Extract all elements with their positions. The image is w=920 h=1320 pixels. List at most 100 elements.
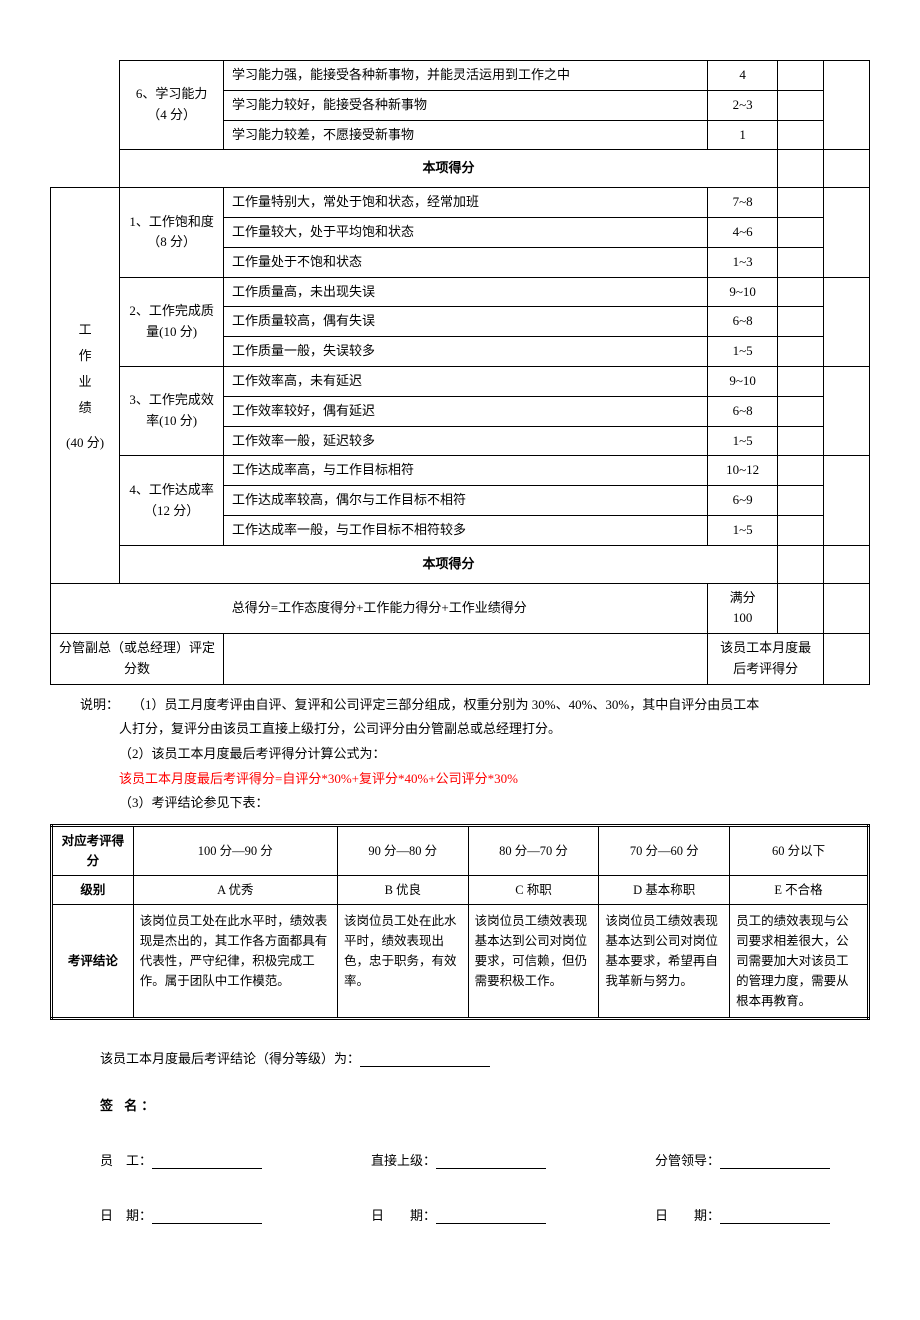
conclusion-desc: 该岗位员工处在此水平时，绩效表现出色，忠于职务，有效率。 (337, 905, 468, 1019)
vp-score-cell[interactable] (224, 634, 708, 685)
level-desc: 工作效率一般，延迟较多 (224, 426, 708, 456)
level-score: 6~9 (708, 486, 777, 516)
score-range: 90 分—80 分 (337, 826, 468, 876)
conclusion-desc: 该岗位员工绩效表现基本达到公司对岗位基本要求，希望再自我革新与努力。 (599, 905, 730, 1019)
criterion-title: 3、工作完成效率(10 分) (120, 366, 224, 455)
signature-title: 签 名： (100, 1095, 870, 1114)
grade-level: B 优良 (337, 876, 468, 905)
conclusion-label: 考评结论 (52, 905, 134, 1019)
score-input-cell[interactable] (777, 247, 823, 277)
score-input-cell[interactable] (777, 545, 823, 583)
total-formula: 总得分=工作态度得分+工作能力得分+工作业绩得分 (51, 583, 708, 634)
score-range: 60 分以下 (730, 826, 869, 876)
signature-dates-row: 日 期： 日 期： 日 期： (100, 1205, 870, 1224)
level-desc: 工作效率较好，偶有延迟 (224, 396, 708, 426)
criterion-title: 4、工作达成率（12 分） (120, 456, 224, 545)
score-range: 100 分—90 分 (133, 826, 337, 876)
grade-input[interactable] (360, 1053, 490, 1067)
score-input-cell[interactable] (777, 61, 823, 91)
full-score-label: 满分100 (708, 583, 777, 634)
level-desc: 工作达成率一般，与工作目标不相符较多 (224, 515, 708, 545)
level-score: 1~5 (708, 337, 777, 367)
level-desc: 工作量较大，处于平均饱和状态 (224, 217, 708, 247)
score-input-cell[interactable] (777, 120, 823, 150)
level-score: 10~12 (708, 456, 777, 486)
evaluation-table: 6、学习能力（4 分） 学习能力强，能接受各种新事物，并能灵活运用到工作之中 4… (50, 60, 870, 685)
score-input-cell[interactable] (777, 150, 823, 188)
subtotal-label: 本项得分 (120, 150, 777, 188)
grade-level: D 基本称职 (599, 876, 730, 905)
score-input-cell[interactable] (777, 337, 823, 367)
score-input-cell[interactable] (823, 277, 869, 366)
final-conclusion-line: 该员工本月度最后考评结论（得分等级）为： (100, 1048, 870, 1067)
score-input-cell[interactable] (777, 366, 823, 396)
criterion-title: 1、工作饱和度（8 分） (120, 188, 224, 277)
employee-sign-input[interactable] (152, 1155, 262, 1169)
score-input-cell[interactable] (777, 188, 823, 218)
conclusion-table: 对应考评得分 100 分—90 分 90 分—80 分 80 分—70 分 70… (50, 824, 870, 1020)
level-desc: 工作达成率较高，偶尔与工作目标不相符 (224, 486, 708, 516)
level-score: 1~5 (708, 515, 777, 545)
leader-date-input[interactable] (720, 1210, 830, 1224)
score-input-cell[interactable] (777, 486, 823, 516)
score-input-cell[interactable] (823, 545, 869, 583)
level-score: 4~6 (708, 217, 777, 247)
score-input-cell[interactable] (777, 456, 823, 486)
score-input-cell[interactable] (823, 188, 869, 277)
level-label: 级别 (52, 876, 134, 905)
level-score: 9~10 (708, 366, 777, 396)
criterion-title: 2、工作完成质量(10 分) (120, 277, 224, 366)
score-input-cell[interactable] (777, 90, 823, 120)
conclusion-desc: 该岗位员工处在此水平时，绩效表现是杰出的，其工作各方面都具有代表性，严守纪律，积… (133, 905, 337, 1019)
grade-level: A 优秀 (133, 876, 337, 905)
category-title: 工作业绩 (40 分) (51, 188, 120, 583)
level-desc: 工作量特别大，常处于饱和状态，经常加班 (224, 188, 708, 218)
score-input-cell[interactable] (823, 583, 869, 634)
level-score: 1~3 (708, 247, 777, 277)
level-desc: 学习能力较好，能接受各种新事物 (224, 90, 708, 120)
level-score: 1 (708, 120, 777, 150)
level-desc: 工作量处于不饱和状态 (224, 247, 708, 277)
vp-label: 分管副总（或总经理）评定分数 (51, 634, 224, 685)
supervisor-date-input[interactable] (436, 1210, 546, 1224)
level-score: 9~10 (708, 277, 777, 307)
score-input-cell[interactable] (823, 150, 869, 188)
signature-roles-row: 员 工： 直接上级： 分管领导： (100, 1150, 870, 1169)
header-label: 对应考评得分 (52, 826, 134, 876)
level-score: 1~5 (708, 426, 777, 456)
score-range: 80 分—70 分 (468, 826, 599, 876)
score-input-cell[interactable] (777, 515, 823, 545)
level-score: 2~3 (708, 90, 777, 120)
level-desc: 工作质量一般，失误较多 (224, 337, 708, 367)
grade-level: C 称职 (468, 876, 599, 905)
leader-sign-input[interactable] (720, 1155, 830, 1169)
supervisor-sign-input[interactable] (436, 1155, 546, 1169)
score-input-cell[interactable] (777, 426, 823, 456)
conclusion-desc: 该岗位员工绩效表现基本达到公司对岗位要求，可信赖，但仍需要积极工作。 (468, 905, 599, 1019)
level-score: 6~8 (708, 396, 777, 426)
grade-level: E 不合格 (730, 876, 869, 905)
final-score-cell[interactable] (823, 634, 869, 685)
notes-block: 说明：（1）员工月度考评由自评、复评和公司评定三部分组成，权重分别为 30%、4… (80, 693, 870, 816)
level-desc: 学习能力强，能接受各种新事物，并能灵活运用到工作之中 (224, 61, 708, 91)
conclusion-desc: 员工的绩效表现与公司要求相差很大，公司需要加大对该员工的管理力度，需要从根本再教… (730, 905, 869, 1019)
level-desc: 学习能力较差，不愿接受新事物 (224, 120, 708, 150)
formula-highlight: 该员工本月度最后考评得分=自评分*30%+复评分*40%+公司评分*30% (119, 767, 870, 792)
score-input-cell[interactable] (823, 61, 869, 150)
employee-date-input[interactable] (152, 1210, 262, 1224)
level-score: 4 (708, 61, 777, 91)
final-label: 该员工本月度最后考评得分 (708, 634, 823, 685)
score-input-cell[interactable] (777, 307, 823, 337)
subtotal-label: 本项得分 (120, 545, 777, 583)
score-input-cell[interactable] (777, 583, 823, 634)
level-score: 6~8 (708, 307, 777, 337)
score-input-cell[interactable] (823, 366, 869, 455)
score-input-cell[interactable] (823, 456, 869, 545)
score-input-cell[interactable] (777, 217, 823, 247)
level-desc: 工作质量较高，偶有失误 (224, 307, 708, 337)
score-range: 70 分—60 分 (599, 826, 730, 876)
score-input-cell[interactable] (777, 277, 823, 307)
score-input-cell[interactable] (777, 396, 823, 426)
level-desc: 工作达成率高，与工作目标相符 (224, 456, 708, 486)
level-desc: 工作效率高，未有延迟 (224, 366, 708, 396)
